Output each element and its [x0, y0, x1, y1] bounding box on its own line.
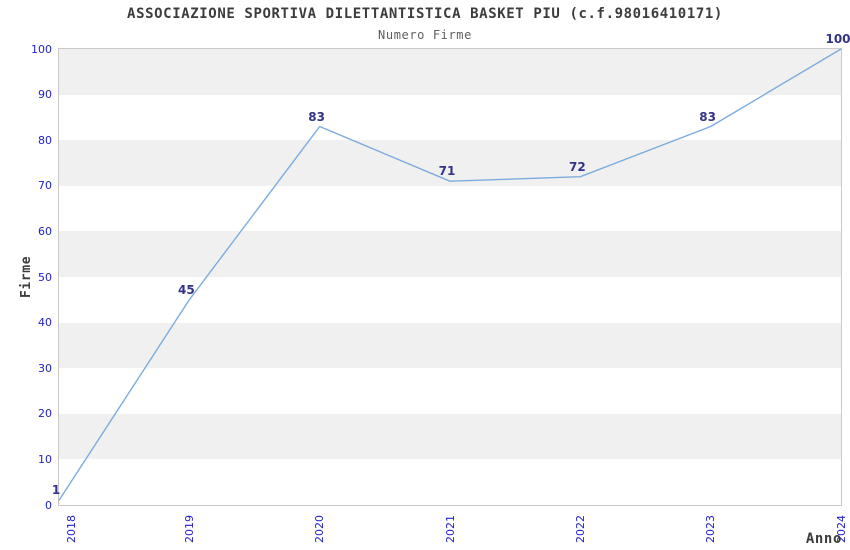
grid-band [59, 231, 841, 277]
point-value-label: 45 [177, 282, 195, 297]
grid-band [59, 413, 841, 460]
grid-band [59, 185, 841, 232]
y-tick-label: 80 [38, 133, 52, 147]
y-tick-label: 90 [38, 88, 52, 102]
x-tick-label: 2021 [443, 515, 457, 543]
grid-band [59, 277, 841, 323]
grid-band [59, 368, 841, 414]
point-value-label: 83 [308, 109, 326, 124]
point-value-label: 71 [438, 164, 456, 179]
grid-band [59, 322, 841, 369]
x-tick-label: 2018 [64, 515, 78, 543]
grid-band [59, 94, 841, 141]
y-tick-label: 50 [38, 270, 52, 284]
y-tick-label: 30 [38, 361, 52, 375]
grid-band [59, 140, 841, 186]
plot-area [58, 48, 842, 506]
y-tick-label: 20 [38, 407, 52, 421]
y-tick-label: 0 [45, 498, 52, 512]
point-value-label: 83 [699, 109, 717, 124]
x-tick-label: 2019 [182, 515, 196, 543]
x-tick-label: 2023 [704, 515, 718, 543]
grid-band [59, 459, 841, 505]
point-value-label: 1 [51, 483, 61, 498]
point-value-label: 100 [825, 32, 850, 46]
point-value-label: 72 [568, 159, 586, 174]
y-tick-label: 40 [38, 316, 52, 330]
chart-title: ASSOCIAZIONE SPORTIVA DILETTANTISTICA BA… [127, 6, 723, 22]
grid-band [59, 49, 841, 95]
x-axis-title: Anno [805, 531, 842, 547]
y-tick-label: 60 [38, 224, 52, 238]
x-tick-label: 2022 [573, 515, 587, 543]
y-tick-label: 100 [31, 42, 52, 56]
y-tick-label: 10 [38, 452, 52, 466]
y-tick-label: 70 [38, 179, 52, 193]
x-tick-label: 2020 [313, 515, 327, 543]
y-axis-title: Firme [19, 255, 34, 298]
chart-subtitle: Numero Firme [378, 28, 472, 42]
